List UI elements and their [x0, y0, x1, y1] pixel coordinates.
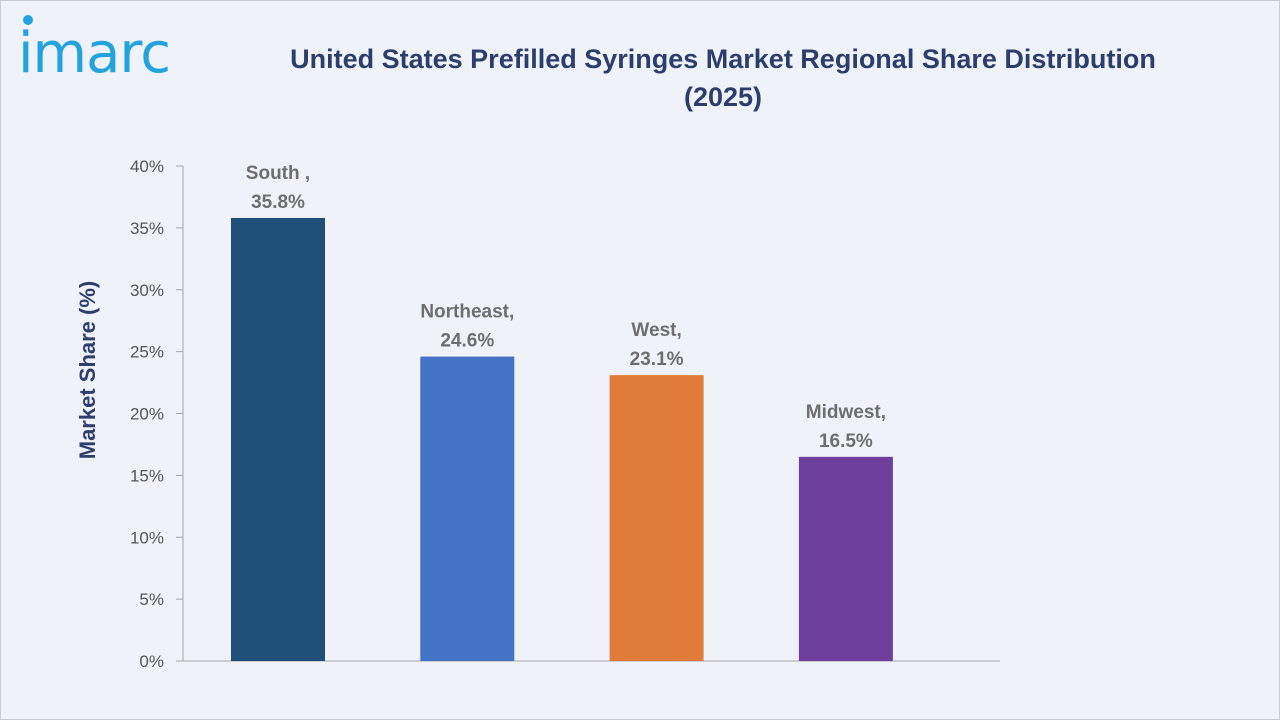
bar-1 — [231, 217, 325, 661]
bar-category-label: West, — [631, 320, 681, 341]
chart-title: United States Prefilled Syringes Market … — [290, 44, 1156, 112]
y-tick-label: 0% — [139, 652, 164, 671]
bar-value-label: 35.8% — [251, 192, 305, 213]
imarc-logo: imarc — [18, 10, 208, 90]
bar-value-label: 23.1% — [630, 349, 684, 370]
y-tick-label: 25% — [130, 343, 164, 362]
logo-text: imarc — [18, 21, 171, 86]
bar-4 — [798, 456, 893, 661]
bar-value-label: 16.5% — [819, 431, 873, 452]
bar-category-label: Northeast, — [420, 302, 514, 323]
y-tick-label: 40% — [130, 157, 164, 176]
y-tick-label: 20% — [130, 405, 164, 424]
y-tick-label: 15% — [130, 466, 164, 485]
y-tick-label: 5% — [139, 590, 164, 609]
bar-3 — [609, 375, 704, 661]
bar-category-label: South , — [246, 163, 310, 184]
bar-category-label: Midwest, — [806, 402, 886, 423]
y-tick-label: 10% — [130, 528, 164, 547]
bar-value-label: 24.6% — [440, 331, 494, 352]
bar-2 — [420, 356, 515, 661]
y-tick-label: 35% — [130, 219, 164, 238]
y-tick-label: 30% — [130, 281, 164, 300]
logo-dot — [23, 15, 33, 25]
